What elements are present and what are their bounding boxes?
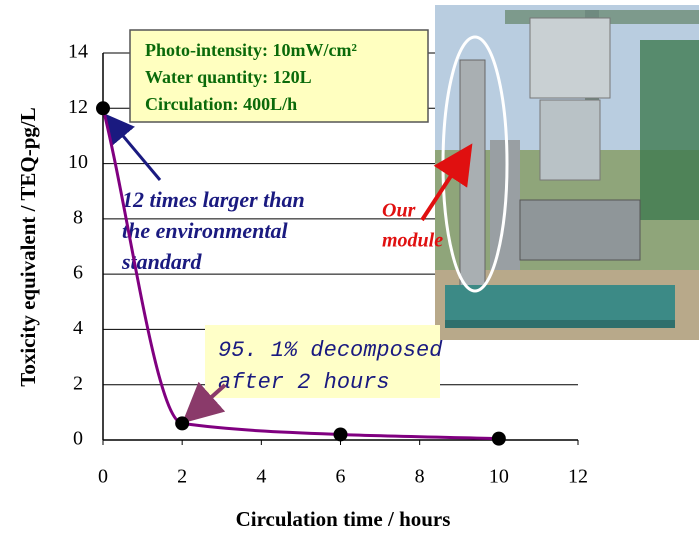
x-tick-label: 8 <box>415 466 425 488</box>
y-tick-label: 4 <box>73 317 83 339</box>
data-point <box>491 431 506 446</box>
callout-arrow <box>182 381 227 424</box>
x-tick-label: 10 <box>489 466 509 488</box>
plot <box>96 101 506 446</box>
text-line: Water quantity: 120L <box>145 67 312 87</box>
y-tick-label: 0 <box>73 428 83 450</box>
y-tick-label: 2 <box>73 372 83 394</box>
y-axis-label: Toxicity equivalent / TEQ-pg/L <box>16 107 40 386</box>
text-line: Circulation: 400L/h <box>145 94 297 114</box>
data-point <box>175 416 190 431</box>
data-point <box>96 101 110 116</box>
callout-arrow <box>104 113 162 181</box>
callout-end: 95. 1% decomposed after 2 hours <box>218 338 443 395</box>
text-line: Photo-intensity: 10mW/cm² <box>145 40 357 60</box>
photo-label: Our module <box>382 200 443 252</box>
x-tick-label: 2 <box>177 466 187 488</box>
y-tick-label: 14 <box>68 41 88 63</box>
callout-box <box>205 325 440 398</box>
x-tick-label: 6 <box>336 466 346 488</box>
x-tick-label: 0 <box>98 466 108 488</box>
info-box <box>129 29 429 123</box>
y-tick-label: 10 <box>68 151 88 173</box>
fit-curve <box>101 107 499 441</box>
info-text: Photo-intensity: 10mW/cm² Water quantity:… <box>145 40 357 114</box>
y-tick-label: 12 <box>68 96 88 118</box>
photo <box>420 5 699 340</box>
text-line: module <box>382 230 443 252</box>
x-tick-label: 12 <box>568 466 588 488</box>
y-tick-label: 6 <box>73 262 83 284</box>
text-line: after 2 hours <box>218 370 390 395</box>
text-line: 12 times larger than <box>122 187 305 212</box>
x-tick-label: 4 <box>256 466 266 488</box>
x-axis-label: Circulation time / hours <box>236 507 451 531</box>
y-tick-label: 8 <box>73 206 83 228</box>
text-line: Our <box>382 200 416 222</box>
data-point <box>333 427 348 442</box>
text-line: the environmental <box>122 218 289 243</box>
text-line: 95. 1% decomposed <box>218 338 443 363</box>
